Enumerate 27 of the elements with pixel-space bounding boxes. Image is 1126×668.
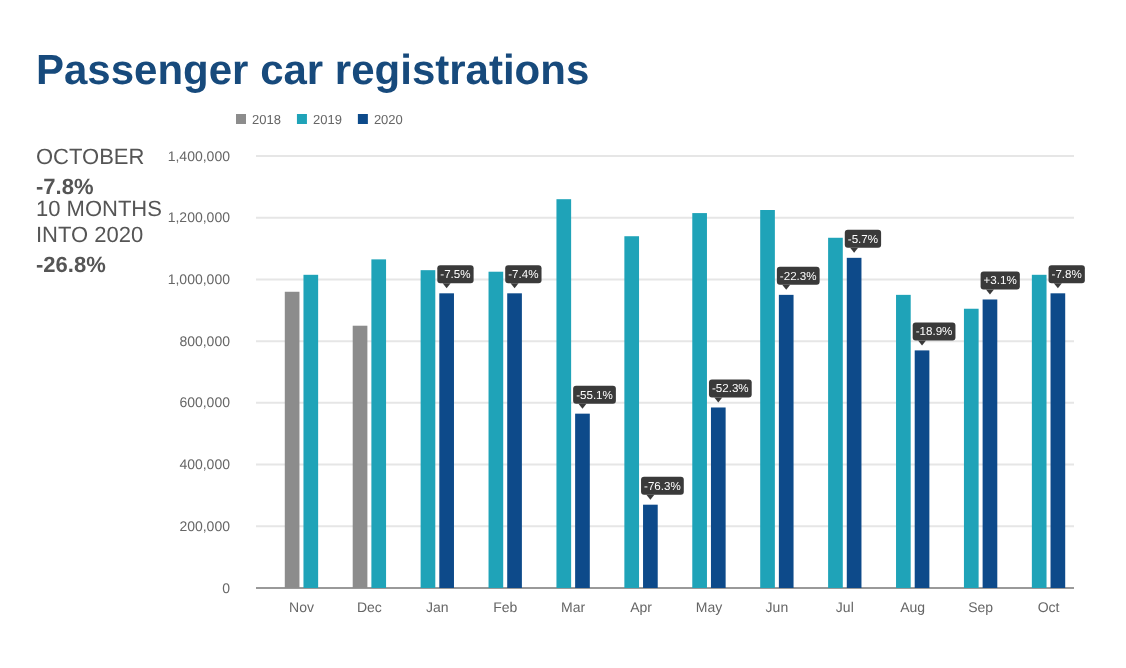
- bar: [1031, 274, 1047, 588]
- bar: [1050, 293, 1066, 588]
- bar: [439, 293, 454, 588]
- bar: [828, 237, 843, 588]
- bar: [982, 299, 998, 588]
- bar: [778, 294, 794, 588]
- bar: [914, 350, 930, 588]
- bar: [692, 213, 707, 588]
- bar: [896, 294, 911, 588]
- bar: [760, 210, 775, 588]
- bar: [352, 325, 368, 588]
- bar: [507, 293, 522, 588]
- text: 10 MONTHS INTO 2020: [36, 198, 162, 248]
- text: -26.8%: [36, 254, 107, 278]
- bar: [488, 271, 504, 588]
- bar: [420, 270, 436, 588]
- bar: [710, 407, 726, 588]
- bar: [575, 413, 590, 588]
- bar: [643, 504, 658, 588]
- bar: [846, 257, 862, 588]
- bar: [284, 291, 300, 588]
- chart-title: Passenger car registrations: [36, 48, 590, 94]
- bar: [624, 236, 640, 588]
- bar: [556, 199, 572, 588]
- text: OCTOBER: [36, 146, 145, 170]
- text: -7.8%: [36, 176, 94, 200]
- bar: [963, 308, 979, 588]
